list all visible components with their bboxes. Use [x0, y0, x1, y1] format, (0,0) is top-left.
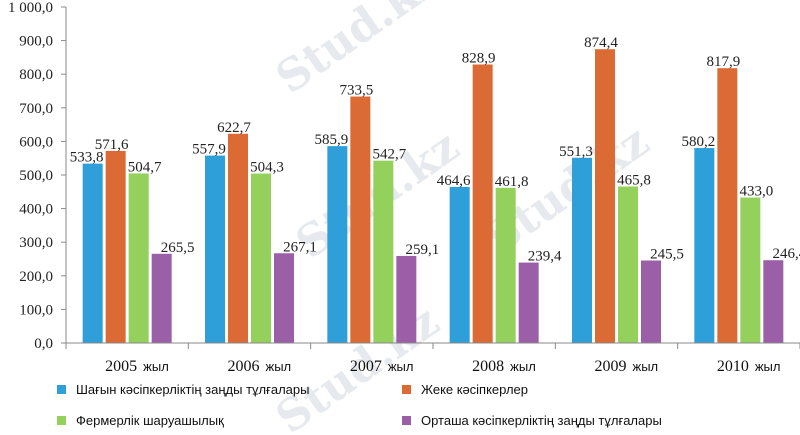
bar — [396, 255, 417, 343]
y-tick-label: 200,0 — [19, 269, 53, 285]
data-label: 239,4 — [528, 249, 562, 265]
bar — [274, 253, 294, 343]
bar — [373, 160, 394, 343]
x-tick-unit: жыл — [633, 359, 659, 374]
data-label: 571,6 — [95, 137, 129, 153]
bar — [82, 163, 103, 343]
y-tick-label: 600,0 — [19, 134, 53, 150]
bar — [572, 157, 592, 343]
x-tick-unit: жыл — [510, 359, 536, 374]
data-label: 533,8 — [70, 150, 104, 166]
legend-swatch — [57, 385, 66, 394]
legend-swatch — [57, 416, 66, 425]
y-tick-label: 500,0 — [19, 168, 53, 184]
data-label: 433,0 — [739, 184, 773, 200]
bar — [472, 64, 493, 344]
bar — [350, 96, 371, 343]
data-label: 259,1 — [405, 242, 439, 258]
bars-layer — [82, 49, 784, 344]
legend-label: Фермерлік шаруашылық — [76, 413, 224, 428]
data-label: 542,7 — [372, 147, 406, 163]
y-tick-label: 100,0 — [19, 302, 53, 318]
data-label: 585,9 — [314, 132, 348, 148]
bar — [327, 146, 348, 343]
x-tick-label: 2009 — [595, 358, 627, 375]
x-axis: 2005 жыл 2006 жыл 2007 жыл 2008 жыл 2009 жыл 2010 ж… — [65, 342, 800, 375]
data-label: 828,9 — [462, 50, 496, 66]
y-axis: 0,0 100,0 200,0 300,0 400,0 500,0 600,0 700,0 80… — [8, 0, 67, 352]
legend-label: Шағын кәсіпкерліктің заңды тұлғалары — [76, 382, 309, 397]
data-label: 246,4 — [772, 246, 800, 262]
bar — [717, 68, 738, 343]
data-label: 817,9 — [706, 54, 740, 70]
bar — [763, 260, 784, 343]
x-tick-unit: жыл — [266, 359, 292, 374]
data-label: 622,7 — [217, 120, 251, 136]
bar — [205, 155, 225, 343]
y-tick-label: 0,0 — [34, 336, 53, 352]
x-tick-unit: жыл — [388, 359, 414, 374]
data-label: 267,1 — [283, 239, 317, 255]
data-label: 265,5 — [161, 240, 195, 256]
data-label: 551,3 — [559, 144, 593, 160]
bar — [595, 49, 615, 343]
bar — [641, 260, 661, 343]
y-tick-label: 1 000,0 — [8, 0, 53, 16]
data-label: 580,2 — [681, 134, 715, 150]
data-label: 464,6 — [437, 173, 471, 189]
legend-label: Орташа кәсіпкерліктің заңды тұлғалары — [421, 413, 662, 428]
legend-swatch — [402, 385, 411, 394]
bar — [251, 173, 271, 343]
data-label: 465,8 — [617, 172, 651, 188]
legend-swatch — [402, 416, 411, 425]
bar — [105, 150, 126, 343]
bar — [449, 186, 470, 343]
x-tick-unit: жыл — [143, 359, 169, 374]
data-label: 557,9 — [192, 142, 226, 158]
bar — [128, 173, 149, 343]
y-tick-label: 700,0 — [19, 101, 53, 117]
data-label: 504,3 — [250, 160, 284, 176]
y-tick-label: 300,0 — [19, 235, 53, 251]
x-tick-label: 2008 — [472, 358, 504, 375]
bar — [694, 148, 715, 343]
x-tick-label: 2006 — [228, 358, 260, 375]
x-tick-label: 2010 — [717, 358, 749, 375]
y-tick-label: 400,0 — [19, 202, 53, 218]
data-label: 733,5 — [339, 83, 373, 99]
x-tick-label: 2005 — [105, 358, 137, 375]
bar — [151, 253, 172, 343]
y-tick-label: 800,0 — [19, 67, 53, 83]
bar — [740, 197, 761, 343]
bar — [495, 187, 516, 343]
x-tick-unit: жыл — [755, 359, 781, 374]
data-label: 874,4 — [584, 35, 618, 51]
data-label: 245,5 — [650, 247, 684, 263]
legend-label: Жеке кәсіпкерлер — [421, 382, 528, 397]
legend: Шағын кәсіпкерліктің заңды тұлғалары Жеке… — [57, 382, 662, 428]
bar — [228, 133, 248, 343]
data-label: 504,7 — [128, 159, 162, 175]
y-tick-label: 900,0 — [19, 34, 53, 50]
bar — [518, 262, 539, 343]
bar — [618, 186, 638, 343]
x-tick-label: 2007 — [350, 358, 382, 375]
data-label: 461,8 — [495, 174, 529, 190]
